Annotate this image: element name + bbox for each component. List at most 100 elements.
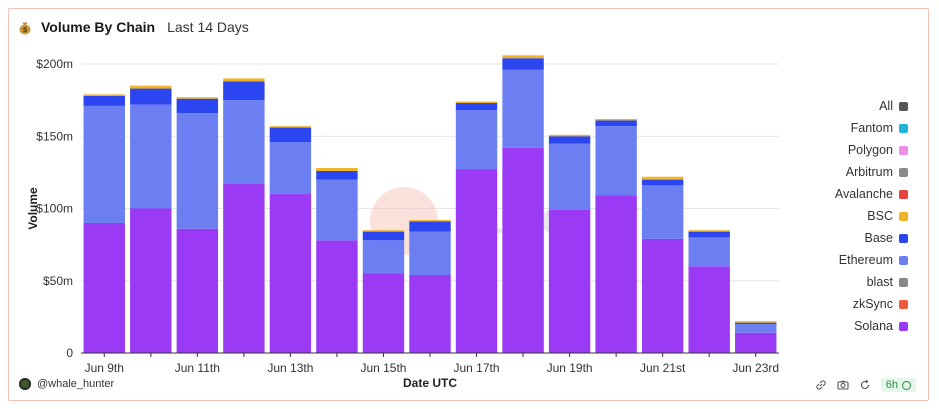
- bar-segment-bsc[interactable]: [269, 126, 312, 128]
- legend-swatch: [899, 321, 908, 331]
- legend-item[interactable]: All: [879, 95, 908, 117]
- check-icon: [902, 380, 911, 390]
- bar-segment-ethereum[interactable]: [735, 324, 777, 333]
- bar-segment-ethereum[interactable]: [595, 126, 637, 196]
- bar-segment-ethereum[interactable]: [316, 179, 358, 241]
- bar-segment-solana[interactable]: [595, 195, 637, 353]
- bar-segment-base[interactable]: [130, 88, 172, 105]
- bar-segment-solana[interactable]: [176, 228, 219, 353]
- bar-segment-ethereum[interactable]: [83, 105, 125, 223]
- bar-segment-ethereum[interactable]: [362, 240, 405, 274]
- bar-segment-base[interactable]: [455, 103, 498, 111]
- legend-label: zkSync: [852, 297, 893, 311]
- bar-segment-solana[interactable]: [269, 194, 312, 353]
- bar-segment-ethereum[interactable]: [130, 104, 172, 209]
- bar-segment-bsc[interactable]: [595, 118, 637, 121]
- bar-segment-ethereum[interactable]: [176, 113, 219, 229]
- bar-segment-ethereum[interactable]: [223, 100, 265, 184]
- bar-segment-ethereum[interactable]: [548, 143, 591, 210]
- bar-segment-ethereum[interactable]: [269, 142, 312, 195]
- chart-legend: All Fantom Polygon Arbitrum Avalanche BSC Base…: [835, 95, 908, 337]
- bar-segment-solana[interactable]: [223, 183, 265, 353]
- x-tick-label: Jun 11th: [175, 361, 220, 375]
- bar-segment-solana[interactable]: [502, 147, 544, 353]
- bar-segment-bsc[interactable]: [455, 101, 498, 104]
- bar-segment-base[interactable]: [362, 231, 405, 241]
- bar-segment-solana[interactable]: [455, 169, 498, 353]
- bar-segment-solana[interactable]: [83, 222, 125, 353]
- bar-segment-bsc[interactable]: [176, 97, 219, 99]
- bar-segment-solana[interactable]: [735, 332, 777, 353]
- bar-segment-solana[interactable]: [362, 273, 405, 353]
- bar-segment-base[interactable]: [83, 95, 125, 106]
- author-name: @whale_hunter: [37, 378, 115, 390]
- bar-segment-bsc[interactable]: [688, 230, 730, 232]
- bar-segment-base[interactable]: [735, 322, 777, 325]
- bar-segment-base[interactable]: [316, 170, 358, 180]
- y-tick-label: $200m: [36, 57, 73, 71]
- legend-swatch: [899, 123, 908, 133]
- bar-segment-bsc[interactable]: [502, 55, 544, 59]
- bar-segment-bsc[interactable]: [130, 85, 172, 89]
- link-icon[interactable]: [815, 379, 827, 391]
- chart-title: Volume By Chain: [41, 19, 156, 35]
- legend-label: Solana: [854, 319, 893, 333]
- bar-segment-bsc[interactable]: [641, 176, 684, 180]
- bar-segment-ethereum[interactable]: [409, 231, 451, 275]
- y-tick-label: $100m: [36, 202, 73, 216]
- legend-label: Base: [864, 231, 894, 245]
- bar-segment-solana[interactable]: [688, 266, 730, 353]
- bar-segment-ethereum[interactable]: [502, 69, 544, 148]
- author-attribution[interactable]: @whale_hunter: [19, 378, 114, 390]
- bar-segment-solana[interactable]: [548, 209, 591, 353]
- svg-text:$: $: [23, 26, 28, 34]
- bar-segment-ethereum[interactable]: [455, 110, 498, 170]
- bar-segment-bsc[interactable]: [223, 78, 265, 82]
- legend-swatch: [899, 189, 908, 199]
- bar-segment-base[interactable]: [409, 221, 451, 232]
- bar-segment-base[interactable]: [641, 179, 684, 186]
- legend-item[interactable]: Solana: [854, 315, 908, 337]
- bar-segment-base[interactable]: [269, 127, 312, 143]
- x-tick-label: Jun 21st: [640, 361, 686, 375]
- legend-item[interactable]: Base: [864, 227, 908, 249]
- legend-swatch: [899, 101, 908, 111]
- legend-swatch: [899, 299, 908, 309]
- bar-segment-base[interactable]: [595, 120, 637, 127]
- bar-segment-solana[interactable]: [641, 238, 684, 353]
- y-tick-label: $50m: [43, 274, 73, 288]
- refresh-icon[interactable]: [859, 379, 871, 391]
- bar-segment-base[interactable]: [548, 136, 591, 144]
- legend-swatch: [899, 145, 908, 155]
- camera-icon[interactable]: [837, 379, 849, 391]
- bar-segment-bsc[interactable]: [735, 321, 777, 323]
- legend-item[interactable]: Avalanche: [835, 183, 908, 205]
- legend-item[interactable]: Polygon: [848, 139, 908, 161]
- bar-segment-solana[interactable]: [409, 274, 451, 353]
- bar-segment-base[interactable]: [688, 231, 730, 238]
- bar-segment-bsc[interactable]: [362, 230, 405, 232]
- bar-segment-bsc[interactable]: [409, 220, 451, 222]
- bar-segment-ethereum[interactable]: [688, 237, 730, 267]
- bar-segment-base[interactable]: [176, 98, 219, 114]
- x-tick-label: Jun 17th: [454, 361, 500, 375]
- chart-subtitle: Last 14 Days: [167, 19, 249, 35]
- bar-segment-ethereum[interactable]: [641, 185, 684, 239]
- legend-item[interactable]: Arbitrum: [846, 161, 908, 183]
- refresh-badge[interactable]: 6h: [880, 378, 916, 392]
- legend-item[interactable]: zkSync: [853, 293, 908, 315]
- bar-segment-solana[interactable]: [316, 240, 358, 353]
- legend-item[interactable]: blast: [867, 271, 908, 293]
- bar-segment-bsc[interactable]: [316, 168, 358, 171]
- legend-swatch: [899, 255, 908, 265]
- legend-swatch: [899, 277, 908, 287]
- legend-item[interactable]: Fantom: [851, 117, 908, 139]
- legend-item[interactable]: BSC: [867, 205, 908, 227]
- bar-segment-base[interactable]: [502, 58, 544, 70]
- bar-segment-bsc[interactable]: [548, 134, 591, 137]
- legend-item[interactable]: Ethereum: [839, 249, 908, 271]
- bar-segment-solana[interactable]: [130, 208, 172, 354]
- bar-segment-bsc[interactable]: [83, 94, 125, 96]
- bar-segment-base[interactable]: [223, 81, 265, 101]
